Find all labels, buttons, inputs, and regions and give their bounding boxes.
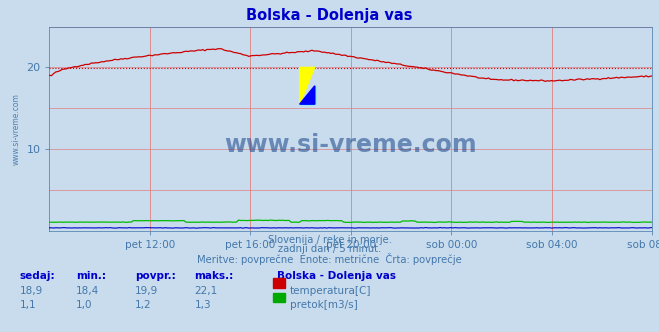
Text: Meritve: povprečne  Enote: metrične  Črta: povprečje: Meritve: povprečne Enote: metrične Črta:… [197,253,462,265]
Text: 22,1: 22,1 [194,286,217,295]
Text: 1,1: 1,1 [20,300,36,310]
Text: 18,9: 18,9 [20,286,43,295]
Polygon shape [300,86,315,104]
Text: www.si-vreme.com: www.si-vreme.com [12,93,21,165]
Text: 1,0: 1,0 [76,300,92,310]
Text: 1,3: 1,3 [194,300,211,310]
Polygon shape [300,67,315,104]
Text: pretok[m3/s]: pretok[m3/s] [290,300,358,310]
Polygon shape [300,86,315,104]
Text: min.:: min.: [76,271,106,281]
Text: 19,9: 19,9 [135,286,158,295]
Text: sedaj:: sedaj: [20,271,55,281]
Text: 1,2: 1,2 [135,300,152,310]
Text: Bolska - Dolenja vas: Bolska - Dolenja vas [277,271,396,281]
Text: povpr.:: povpr.: [135,271,176,281]
Text: Slovenija / reke in morje.: Slovenija / reke in morje. [268,235,391,245]
Text: zadnji dan / 5 minut.: zadnji dan / 5 minut. [278,244,381,254]
Text: 18,4: 18,4 [76,286,99,295]
Text: temperatura[C]: temperatura[C] [290,286,372,295]
Text: www.si-vreme.com: www.si-vreme.com [225,133,477,157]
Text: Bolska - Dolenja vas: Bolska - Dolenja vas [246,8,413,23]
Text: maks.:: maks.: [194,271,234,281]
